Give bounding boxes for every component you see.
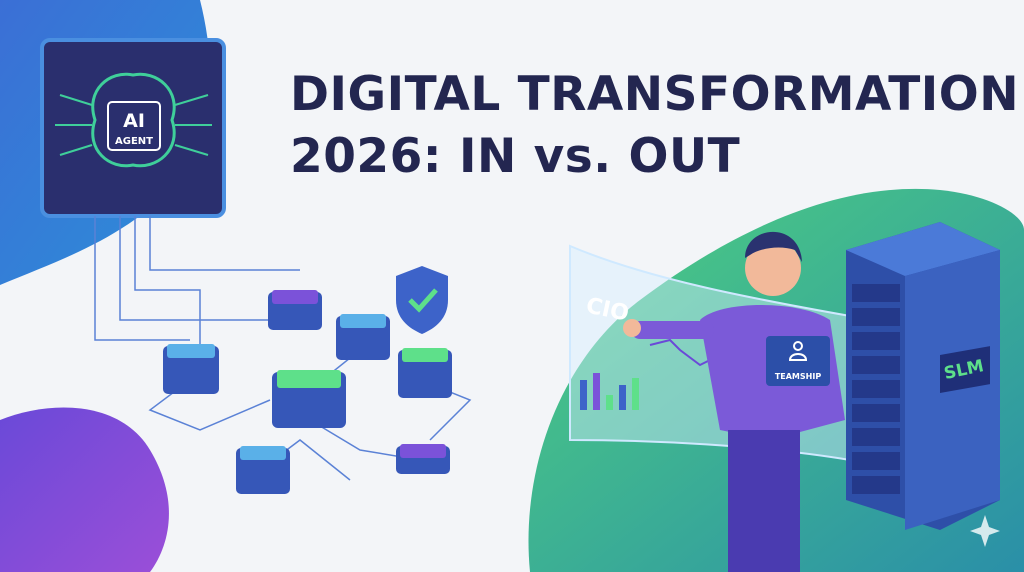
chip-label-agent: AGENT <box>115 136 153 147</box>
teamship-badge: TEAMSHIP <box>766 336 830 386</box>
title-line-1: DIGITAL TRANSFORMATION <box>290 67 1020 122</box>
stack <box>236 446 290 494</box>
stack <box>336 314 390 360</box>
server-stacks <box>163 290 452 494</box>
team-icon <box>788 341 808 361</box>
stack <box>163 344 219 394</box>
slm-server-tower: SLM <box>846 222 1000 530</box>
person: TEAMSHIP <box>623 231 845 572</box>
purple-blob <box>0 407 169 572</box>
sparkle-icon <box>970 515 1000 547</box>
bar-chart-graphic <box>580 373 639 410</box>
stack <box>268 290 322 330</box>
chip-label-ai: AI <box>123 110 145 132</box>
stack <box>398 348 452 398</box>
page-title: DIGITAL TRANSFORMATION 2026: IN vs. OUT <box>290 64 1019 188</box>
stack <box>272 370 346 428</box>
stack <box>396 444 450 474</box>
ai-agent-chip: AI AGENT <box>40 38 226 218</box>
badge-label: TEAMSHIP <box>775 372 822 381</box>
shield-check-icon <box>396 266 448 334</box>
title-line-2: 2026: IN vs. OUT <box>290 129 741 184</box>
